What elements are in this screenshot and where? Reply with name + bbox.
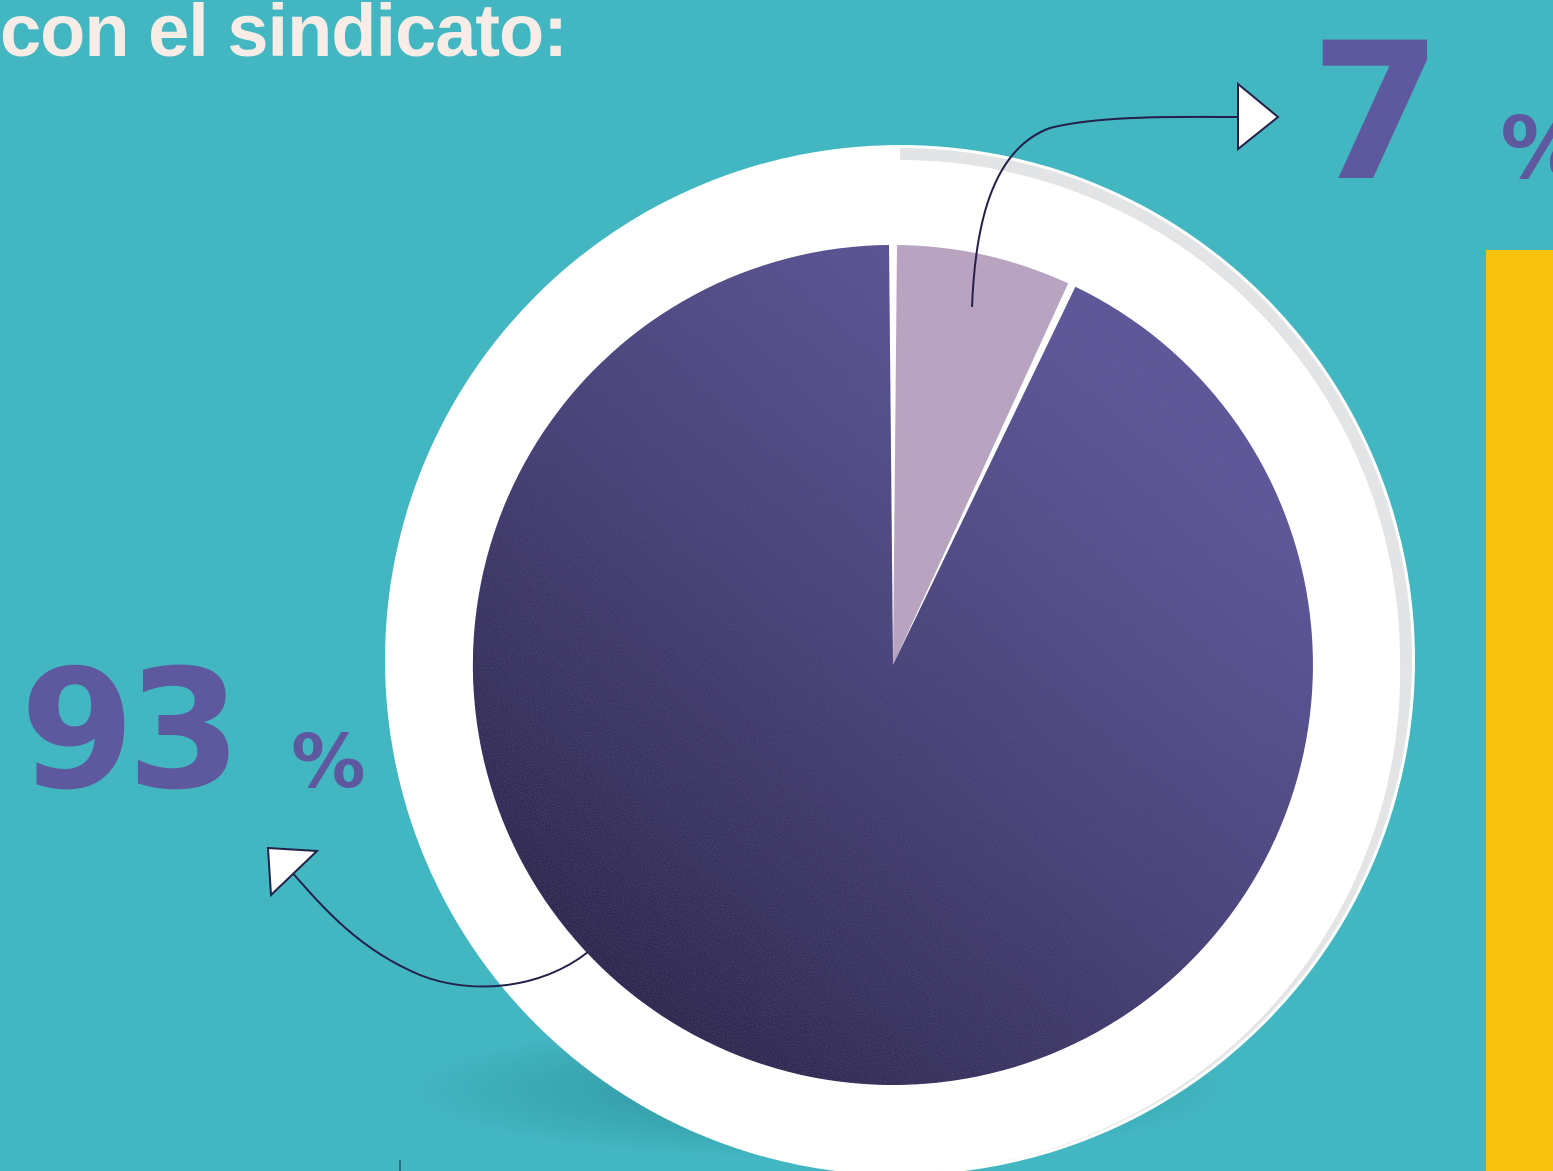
arrow-93-head-icon <box>266 846 320 898</box>
arrow-7-line <box>971 115 1241 308</box>
page-title: con el sindicato: <box>0 0 568 72</box>
arrow-7-head-icon <box>1237 81 1280 152</box>
slice-label-93: 93 % <box>20 634 366 826</box>
pie-slices <box>472 245 1313 1085</box>
slice-label-7: 7 % <box>1310 2 1553 223</box>
yellow-accent-bar <box>1486 250 1553 1171</box>
pie-slice-7 <box>893 245 1069 665</box>
arrow-93-line <box>289 869 589 988</box>
